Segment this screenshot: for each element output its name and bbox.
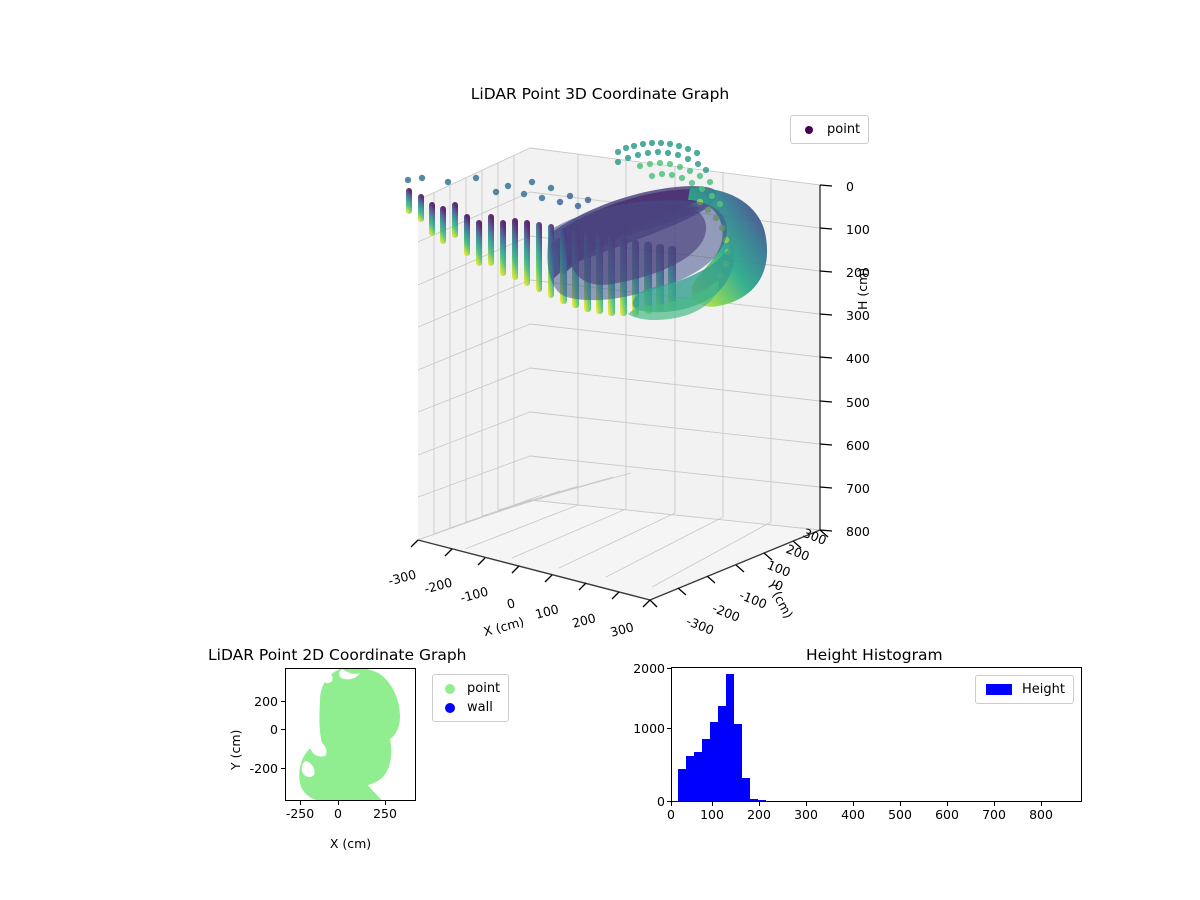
plot3d-ztick-0: 0 [846,179,854,194]
histogram-ytick-1000: 1000 [633,721,665,736]
histogram-bar [710,721,719,801]
plot2d-xtickmark--250 [300,801,301,805]
plot2d-ytick-0: 0 [270,722,278,737]
histogram-bar [734,723,743,801]
plot3d-gridlines [417,147,821,588]
legend-item-height[interactable]: Height [984,680,1065,699]
histogram-bar [694,752,703,801]
plot3d-ztick-700: 700 [846,481,870,496]
plot2d-xtickmark-0 [338,801,339,805]
point-marker-icon [805,125,813,134]
plot3d-title: LiDAR Point 3D Coordinate Graph [470,85,730,103]
histogram-xtickmark-600 [947,802,948,806]
height-swatch-icon [986,684,1012,695]
histogram-xtickmark-700 [994,802,995,806]
histogram-xtick-800: 800 [1029,807,1053,822]
legend-label-height: Height [1022,682,1065,697]
histogram-bar [742,777,751,801]
legend-item-point[interactable]: point [441,679,500,698]
histogram-ytickmark-2000 [667,668,671,669]
histogram-bar [702,738,711,801]
histogram-bar [686,755,695,801]
histogram-xtick-100: 100 [700,807,724,822]
legend-label-wall: wall [467,700,493,715]
histogram-xtickmark-500 [900,802,901,806]
plot3d-ztick-800: 800 [846,524,870,539]
histogram-bar [726,674,735,801]
histogram-xtickmark-100 [712,802,713,806]
legend-label-point: point [827,122,861,137]
plot3d-ztick-300: 300 [846,308,870,323]
histogram-title: Height Histogram [806,646,943,664]
plot3d-canvas [404,139,833,608]
histogram-bar [718,705,727,801]
histogram-legend[interactable]: Height [975,675,1074,704]
plot3d-ztick-600: 600 [846,438,870,453]
plot2d-xtick-0: 0 [334,806,342,821]
plot2d-canvas [299,669,400,800]
histogram-ytickmark-0 [667,801,671,802]
histogram-bar [750,799,759,801]
histogram-xtickmark-0 [671,802,672,806]
plot3d-point-cloud [404,139,768,320]
plot3d-ztick-400: 400 [846,351,870,366]
plot2d-ytickmark-0 [281,729,285,730]
lidar-2d-axes [285,668,416,801]
plot3d-zaxis-label: H (cm) [855,267,870,310]
plot3d-ztick-100: 100 [846,222,870,237]
wall-marker-icon [445,702,455,713]
plot3d-xticks [410,539,651,608]
histogram-xtick-200: 200 [747,807,771,822]
histogram-xtickmark-200 [759,802,760,806]
plot2d-title: LiDAR Point 2D Coordinate Graph [208,646,467,664]
histogram-xtick-300: 300 [794,807,818,822]
histogram-ytick-2000: 2000 [633,661,665,676]
histogram-xtick-600: 600 [935,807,959,822]
legend-item-wall[interactable]: wall [441,698,500,717]
plot3d-yticks [649,529,829,608]
lidar-3d-axes [400,110,860,650]
histogram-ytickmark-1000 [667,728,671,729]
histogram-bar [678,769,687,801]
histogram-xtick-500: 500 [888,807,912,822]
histogram-bar [758,800,766,801]
plot2d-ytickmark--200 [281,768,285,769]
histogram-xtick-0: 0 [667,807,675,822]
histogram-ytick-0: 0 [657,794,665,809]
plot2d-xtick-250: 250 [373,806,397,821]
plot2d-ytick--200: -200 [249,761,278,776]
plot3d-legend[interactable]: point [790,115,870,144]
histogram-xtick-400: 400 [841,807,865,822]
plot2d-legend[interactable]: point wall [432,674,510,722]
plot3d-zticks [819,184,833,532]
plot2d-xtick--250: -250 [285,806,315,821]
plot3d-ztick-500: 500 [846,395,870,410]
point-marker-icon [445,683,455,694]
plot3d-ztick-200: 200 [846,265,870,280]
plot2d-xtickmark-250 [385,801,386,805]
histogram-xtickmark-300 [806,802,807,806]
histogram-xtickmark-800 [1041,802,1042,806]
plot2d-ytickmark-200 [281,701,285,702]
histogram-xtickmark-400 [853,802,854,806]
histogram-xtick-700: 700 [982,807,1006,822]
legend-label-point: point [467,681,501,696]
plot2d-ytick-200: 200 [254,694,278,709]
legend-item-point[interactable]: point [799,120,860,139]
plot2d-xaxis-label: X (cm) [329,836,372,851]
plot2d-yaxis-label: Y (cm) [228,729,243,770]
